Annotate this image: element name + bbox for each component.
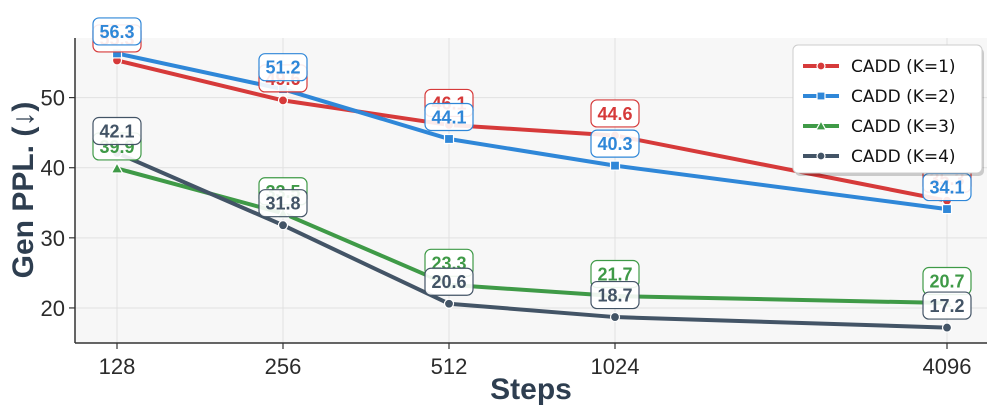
legend-marker: [816, 151, 826, 161]
legend-item-k3: CADD (K=3): [803, 117, 956, 137]
data-label-text: 40.3: [597, 134, 632, 154]
data-point-k4: [277, 220, 289, 231]
data-label-text: 42.1: [99, 121, 134, 141]
data-label-text: 20.6: [431, 272, 466, 292]
data-label-text: 44.6: [597, 104, 632, 124]
data-label-text: 44.1: [431, 107, 466, 127]
data-label-text: 20.7: [929, 272, 964, 292]
legend-label: CADD (K=2): [851, 87, 956, 107]
legend-item-k1: CADD (K=1): [803, 57, 956, 77]
y-tick-label: 50: [41, 86, 65, 111]
y-ticks: 20 30 40 50: [41, 86, 75, 321]
data-label-k2: 40.3: [590, 129, 640, 158]
data-label-k1: 44.6: [590, 99, 640, 128]
x-axis-title: Steps: [490, 373, 572, 406]
legend-label: CADD (K=1): [851, 57, 956, 77]
data-label-text: 18.7: [597, 286, 632, 306]
data-label-k2: 51.2: [258, 53, 308, 82]
data-label-k2: 56.3: [92, 17, 142, 46]
y-tick-label: 20: [41, 296, 65, 321]
legend: CADD (K=1) CADD (K=2) CADD (K=3) CADD (K=4): [792, 44, 984, 176]
data-labels: 55.349.646.144.635.356.351.244.140.334.1…: [92, 17, 972, 320]
legend-box: [792, 44, 983, 174]
data-label-k3: 20.7: [922, 266, 972, 296]
y-tick-label: 40: [41, 156, 65, 181]
data-label-k4: 17.2: [922, 291, 972, 320]
data-point-k2: [609, 160, 621, 171]
data-label-box: [590, 280, 640, 310]
data-point-k2: [443, 133, 455, 145]
data-label-box: [922, 291, 972, 320]
data-label-k4: 31.8: [258, 189, 308, 218]
data-point-k1: [277, 95, 289, 106]
data-point-k4: [941, 322, 953, 333]
data-label-k4: 18.7: [590, 280, 640, 310]
data-label-box: [922, 172, 972, 202]
data-point-k2: [941, 203, 953, 215]
legend-marker: [814, 119, 828, 131]
legend-marker: [816, 91, 826, 101]
data-label-box: [92, 17, 142, 46]
x-tick-label: 1024: [591, 354, 640, 379]
legend-label: CADD (K=3): [851, 117, 956, 137]
legend-item-k4: CADD (K=4): [803, 147, 956, 167]
data-point-k3: [110, 161, 124, 174]
data-label-box: [258, 189, 308, 218]
data-label-text: 56.3: [99, 22, 134, 42]
data-label-k4: 20.6: [424, 267, 474, 296]
x-tick-label: 128: [99, 354, 136, 379]
legend-label: CADD (K=4): [851, 147, 956, 167]
y-axis-title: Gen PPL. (↓): [7, 102, 40, 279]
data-label-text: 17.2: [929, 296, 964, 316]
data-label-box: [590, 129, 640, 158]
data-label-box: [92, 116, 142, 146]
data-label-box: [424, 267, 474, 296]
y-tick-label: 30: [41, 226, 65, 251]
data-label-text: 21.7: [597, 265, 632, 285]
x-tick-label: 4096: [923, 354, 972, 379]
data-point-k4: [609, 311, 621, 323]
data-label-box: [258, 53, 308, 82]
data-label-text: 51.2: [265, 58, 300, 78]
data-label-k2: 34.1: [922, 172, 972, 202]
data-label-box: [590, 99, 640, 128]
x-tick-label: 256: [265, 354, 302, 379]
data-point-k4: [443, 298, 455, 309]
data-label-text: 31.8: [265, 194, 300, 214]
legend-item-k2: CADD (K=2): [803, 87, 956, 107]
data-label-box: [424, 102, 474, 132]
x-ticks: 128 256 512 1024 4096: [99, 343, 972, 379]
data-label-k3: 21.7: [590, 259, 640, 289]
legend-marker: [816, 61, 826, 71]
data-label-k2: 44.1: [424, 102, 474, 132]
x-tick-label: 512: [431, 354, 468, 379]
data-label-k4: 42.1: [92, 116, 142, 146]
data-label-text: 34.1: [929, 178, 964, 198]
